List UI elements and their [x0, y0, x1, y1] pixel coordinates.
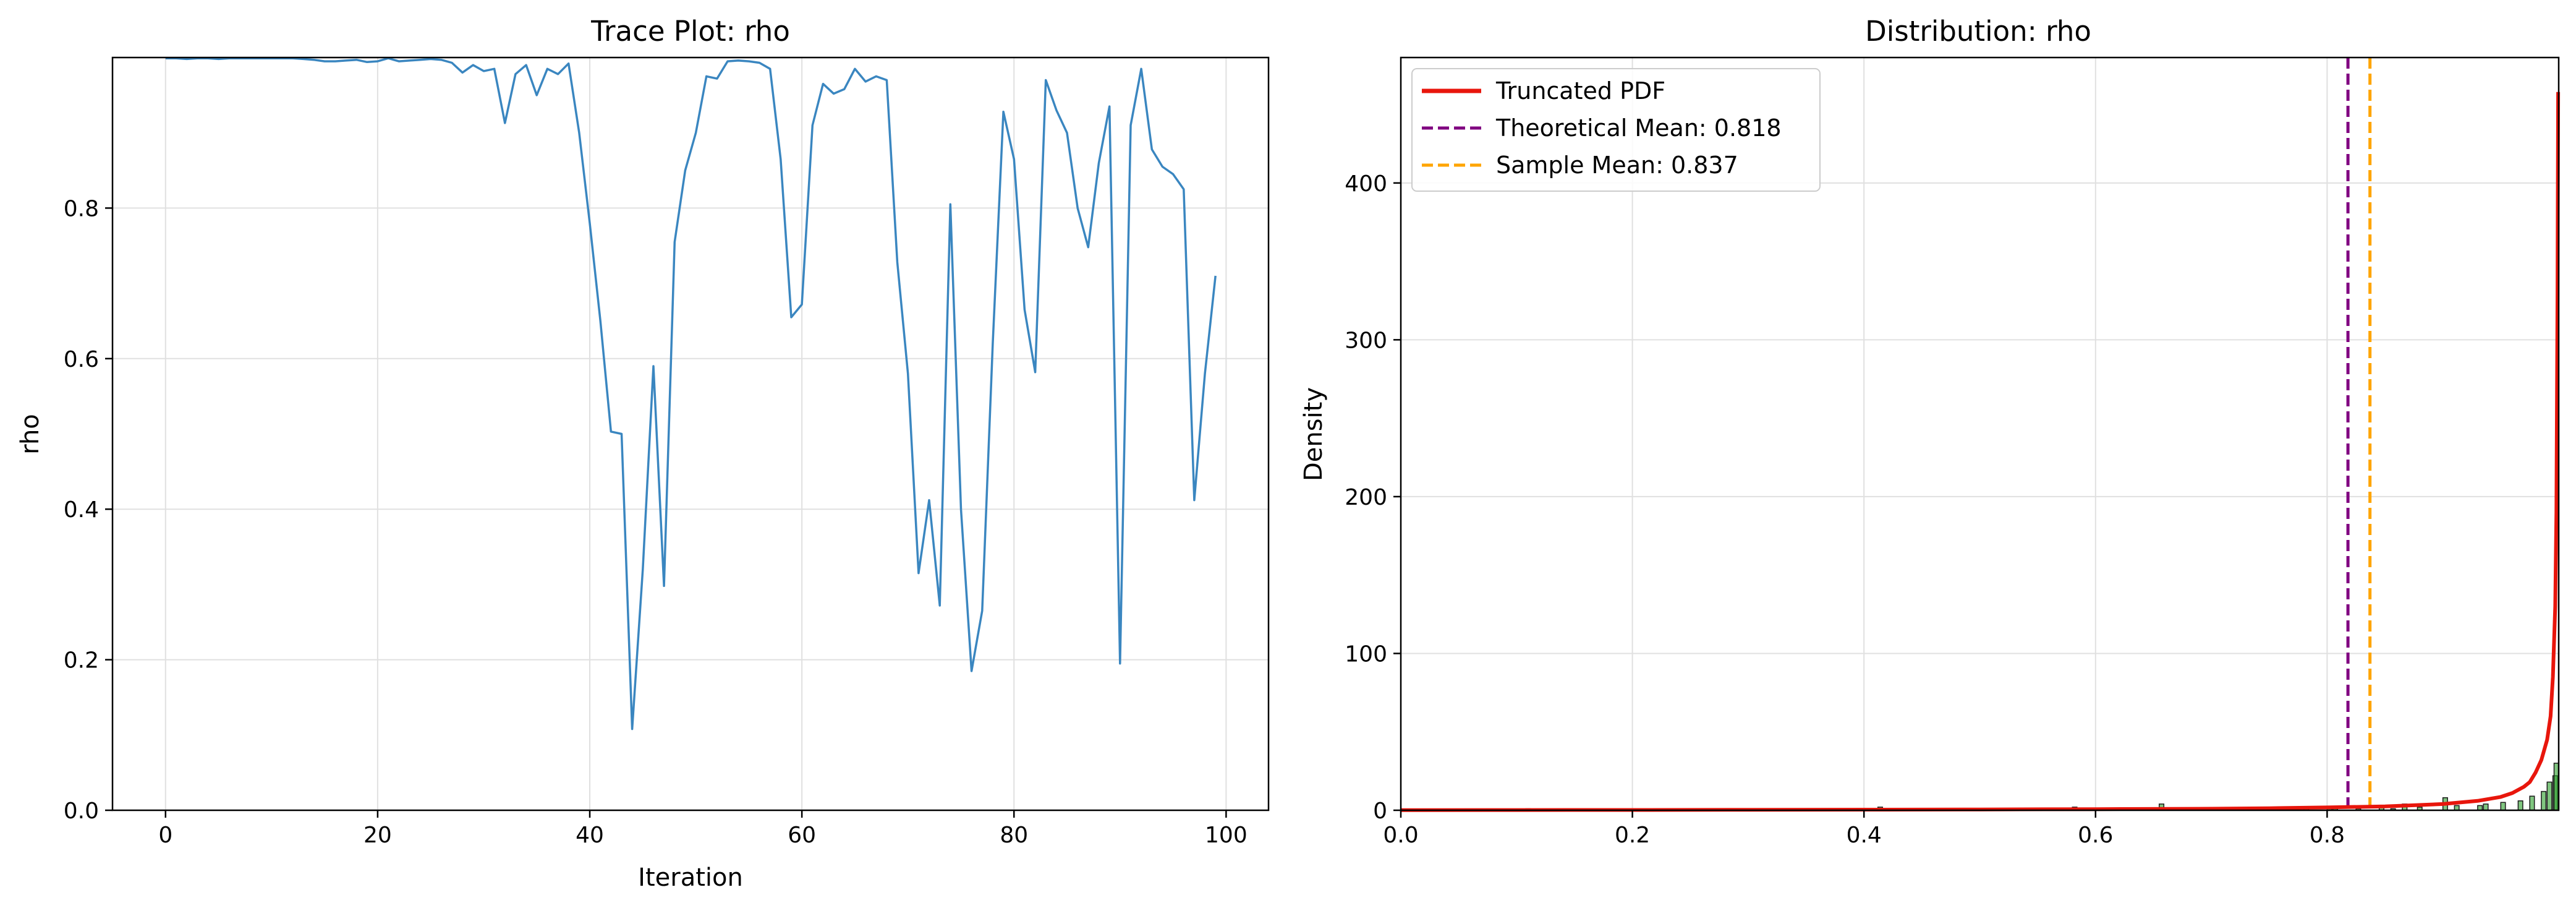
trace-series-line	[165, 57, 1217, 730]
trace-x-tick-label: 40	[576, 823, 604, 848]
dist-x-tick-label: 0.8	[2310, 823, 2345, 848]
trace-y-axis-ticks: 0.0 0.2 0.4 0.6 0.8	[64, 196, 113, 824]
dist-x-tick-label: 0.4	[1847, 823, 1882, 848]
dist-y-axis-label: Density	[1299, 387, 1328, 481]
legend-label-sample-mean: Sample Mean: 0.837	[1496, 152, 1738, 179]
dist-y-tick-label: 300	[1345, 328, 1387, 353]
histogram-bar	[2483, 803, 2489, 811]
trace-y-tick-label: 0.0	[64, 799, 99, 824]
trace-x-tick-label: 0	[158, 823, 172, 848]
trace-chart-title: Trace Plot: rho	[590, 15, 790, 48]
histogram-bar	[2529, 795, 2535, 811]
dist-plot-frame	[1400, 56, 2560, 812]
dist-x-axis-ticks: 0.0 0.2 0.4 0.6 0.8	[1383, 810, 2345, 848]
legend-label-theoretical-mean: Theoretical Mean: 0.818	[1495, 114, 1782, 142]
dist-y-tick-label: 200	[1345, 485, 1387, 510]
trace-series-group	[165, 57, 1217, 730]
dist-y-axis-ticks: 0 100 200 300 400	[1345, 171, 1401, 824]
mean-lines	[2346, 58, 2372, 810]
dist-chart-title: Distribution: rho	[1865, 15, 2091, 48]
histogram-bar	[2546, 781, 2553, 811]
trace-y-tick-label: 0.2	[64, 648, 99, 674]
trace-y-tick-label: 0.4	[64, 497, 99, 523]
trace-plot-frame	[111, 56, 1270, 812]
legend-label-pdf: Truncated PDF	[1495, 77, 1665, 105]
trace-x-tick-label: 100	[1205, 823, 1248, 848]
legend-box	[1411, 68, 1821, 192]
trace-y-tick-label: 0.6	[64, 347, 99, 372]
dist-x-tick-label: 0.2	[1615, 823, 1650, 848]
trace-y-tick-label: 0.8	[64, 196, 99, 221]
trace-x-tick-label: 60	[788, 823, 816, 848]
dist-x-tick-label: 0.6	[2078, 823, 2113, 848]
dist-x-tick-label: 0.0	[1383, 823, 1418, 848]
dist-y-tick-label: 0	[1373, 799, 1387, 824]
trace-x-tick-label: 20	[363, 823, 392, 848]
dist-y-tick-label: 400	[1345, 171, 1387, 197]
dist-y-tick-label: 100	[1345, 641, 1387, 667]
trace-plot-chart: Trace Plot: rho 0 20 40 60 80 100 0.00.20.40.…	[16, 15, 1270, 892]
trace-y-axis-label: rho	[16, 414, 45, 455]
histogram-bar	[2517, 800, 2523, 811]
legend: Truncated PDF Theoretical Mean: 0.818 Sa…	[1411, 68, 1821, 192]
trace-gridlines	[113, 58, 1269, 811]
trace-x-axis-ticks: 0 20 40 60 80 100	[158, 810, 1248, 848]
histogram-bar	[2500, 802, 2506, 811]
histogram-bar	[2541, 790, 2547, 811]
trace-x-tick-label: 80	[1000, 823, 1028, 848]
distribution-chart: Distribution: rho 0.0 0.2 0.4 0.6 0.8 0 100 20…	[1299, 15, 2561, 848]
trace-x-axis-label: Iteration	[638, 863, 743, 892]
